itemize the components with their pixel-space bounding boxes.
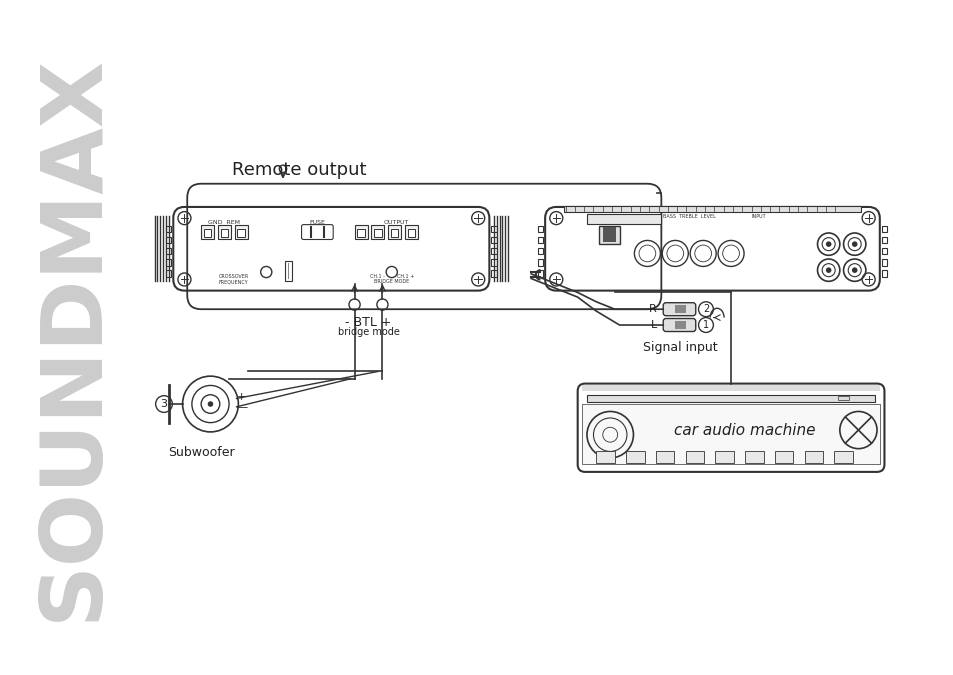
Bar <box>355 225 367 240</box>
Bar <box>166 225 172 232</box>
Bar <box>625 452 644 462</box>
Bar <box>537 259 542 265</box>
Text: 3: 3 <box>160 399 168 409</box>
Bar <box>166 259 172 265</box>
Bar <box>288 263 289 279</box>
Text: R: R <box>648 304 656 314</box>
Bar <box>371 225 384 240</box>
Bar <box>220 230 228 237</box>
Text: FUSE: FUSE <box>309 219 325 225</box>
Circle shape <box>851 267 857 273</box>
Bar <box>166 237 172 243</box>
Circle shape <box>698 302 713 317</box>
Text: 2: 2 <box>702 304 708 314</box>
Bar <box>537 248 542 254</box>
Bar <box>491 237 497 243</box>
Text: INPUT: INPUT <box>751 214 765 219</box>
Bar <box>407 230 415 237</box>
Bar <box>237 230 245 237</box>
Text: SOUNDMAX: SOUNDMAX <box>32 53 115 621</box>
Bar <box>491 270 497 277</box>
Bar <box>837 396 848 400</box>
Bar <box>217 225 231 240</box>
Bar <box>491 259 497 265</box>
Bar <box>881 237 886 243</box>
Bar <box>774 452 793 462</box>
Bar <box>374 230 381 237</box>
Text: CH.1 -: CH.1 - <box>370 273 385 279</box>
Bar <box>491 225 497 232</box>
Bar <box>563 206 861 211</box>
Bar <box>234 225 248 240</box>
Bar <box>675 306 686 313</box>
Bar <box>537 225 542 232</box>
FancyBboxPatch shape <box>662 302 695 316</box>
Bar <box>598 225 618 244</box>
Bar <box>537 270 542 277</box>
Bar <box>204 230 212 237</box>
Text: OUTPUT: OUTPUT <box>383 219 409 225</box>
Bar <box>596 452 615 462</box>
Bar <box>675 321 686 329</box>
Bar <box>881 270 886 277</box>
Bar <box>581 385 879 391</box>
Circle shape <box>698 317 713 333</box>
Text: —: — <box>236 402 248 412</box>
Bar <box>201 225 214 240</box>
Bar <box>388 225 400 240</box>
Bar <box>404 225 417 240</box>
Bar <box>491 248 497 254</box>
Bar <box>586 395 874 402</box>
Text: - BTL +: - BTL + <box>345 316 392 329</box>
Text: L: L <box>650 320 656 330</box>
Text: Signal input: Signal input <box>642 341 717 354</box>
Text: +: + <box>236 392 246 402</box>
Bar <box>586 215 660 223</box>
Bar <box>833 452 852 462</box>
Text: 1: 1 <box>702 320 708 330</box>
Bar <box>655 452 674 462</box>
Bar <box>881 259 886 265</box>
Bar <box>581 404 879 464</box>
Circle shape <box>825 242 831 247</box>
Text: FREQUENCY: FREQUENCY <box>218 279 249 284</box>
Text: CROSSOVER: CROSSOVER <box>218 273 249 279</box>
Bar <box>803 452 822 462</box>
FancyBboxPatch shape <box>662 319 695 331</box>
Text: car audio machine: car audio machine <box>674 423 815 437</box>
Bar <box>391 230 397 237</box>
Bar <box>602 227 615 242</box>
Text: BASS  TREBLE  LEVEL: BASS TREBLE LEVEL <box>662 214 715 219</box>
Bar <box>357 230 364 237</box>
Circle shape <box>155 396 172 412</box>
Circle shape <box>825 267 831 273</box>
Bar <box>166 270 172 277</box>
Bar <box>285 261 292 281</box>
Text: GND  REM: GND REM <box>208 219 240 225</box>
Text: Remote output: Remote output <box>232 161 366 179</box>
Bar <box>537 237 542 243</box>
Bar <box>715 452 733 462</box>
Bar <box>881 225 886 232</box>
Circle shape <box>851 242 857 247</box>
Text: Subwoofer: Subwoofer <box>168 446 234 459</box>
Bar <box>881 248 886 254</box>
Bar <box>685 452 703 462</box>
Bar <box>166 248 172 254</box>
Text: BRIDGE MODE: BRIDGE MODE <box>374 279 409 284</box>
Bar <box>744 452 762 462</box>
Circle shape <box>208 401 213 407</box>
Text: bridge mode: bridge mode <box>337 327 399 337</box>
Text: CH.1 +: CH.1 + <box>396 273 414 279</box>
